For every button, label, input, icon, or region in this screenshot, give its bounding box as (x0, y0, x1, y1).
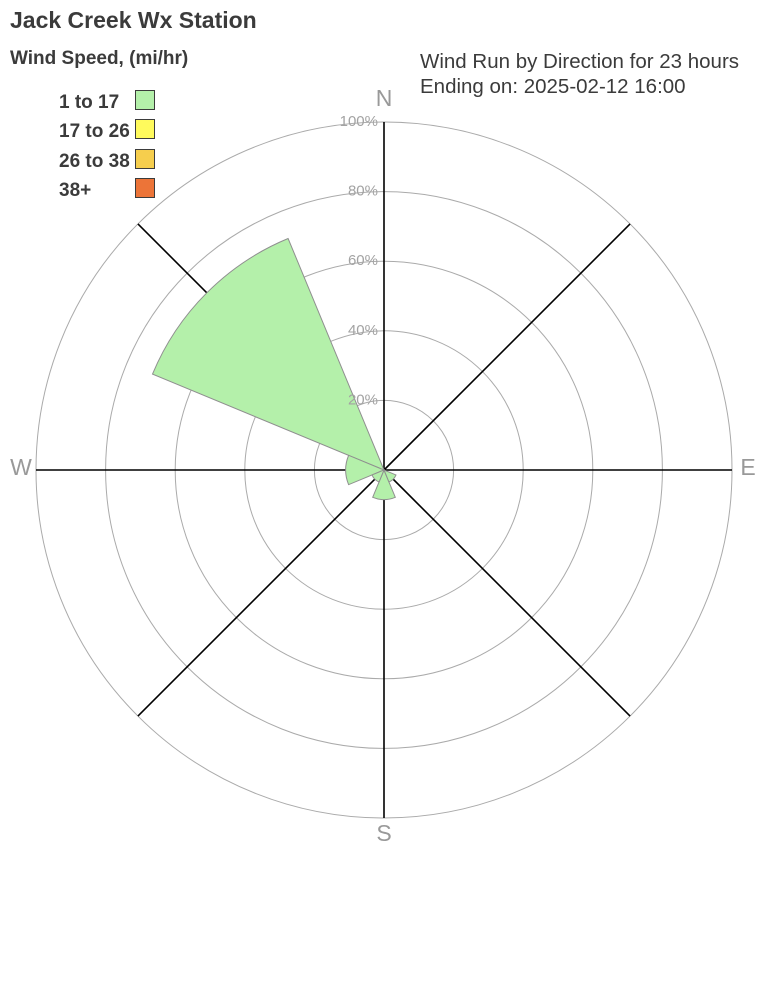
svg-text:100%: 100% (340, 113, 378, 130)
svg-text:S: S (376, 820, 391, 846)
svg-text:80%: 80% (348, 183, 378, 200)
svg-text:W: W (10, 454, 32, 480)
svg-text:N: N (376, 85, 393, 111)
svg-text:40%: 40% (348, 322, 378, 339)
svg-text:E: E (740, 454, 755, 480)
svg-text:60%: 60% (348, 252, 378, 269)
svg-text:20%: 20% (348, 391, 378, 408)
